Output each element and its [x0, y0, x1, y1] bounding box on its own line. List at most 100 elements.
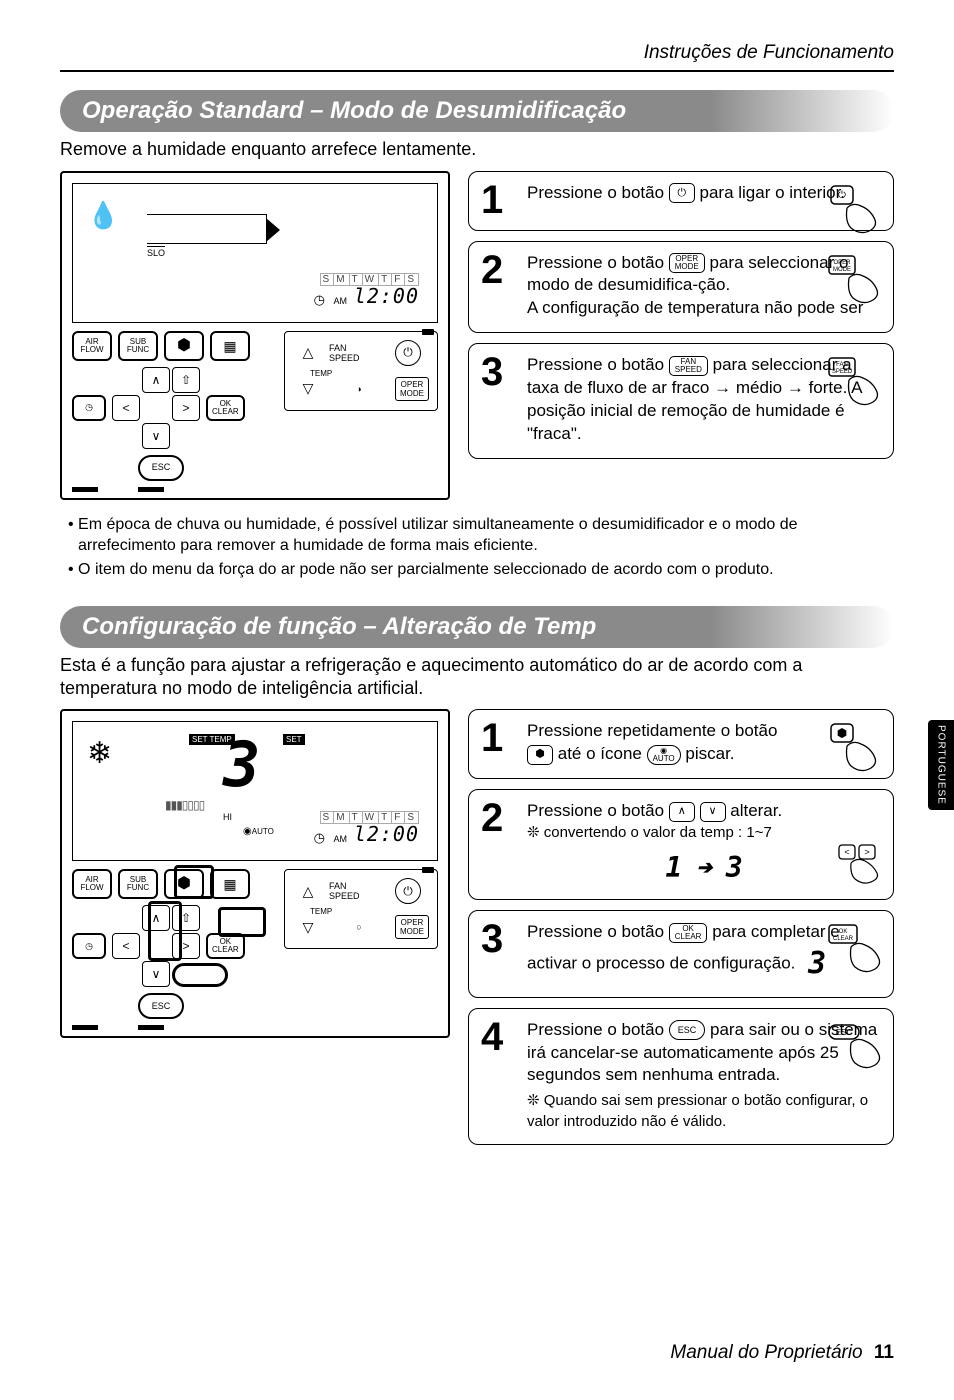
highlight-esc [172, 963, 228, 987]
step-text: alterar. [730, 801, 782, 820]
step-sub: ❊ convertendo o valor da temp : 1~7 [527, 823, 881, 843]
esc-button[interactable]: ESC [138, 455, 184, 481]
air-flow-button[interactable]: AIRFLOW [72, 331, 112, 361]
nav-down-button[interactable]: ∨ [142, 961, 170, 987]
nav-cluster: ∧⇧ < > ∨ [112, 367, 200, 449]
step-text: Pressione repetidamente o botão [527, 721, 777, 740]
section1-notes: Em época de chuva ou humidade, é possíve… [68, 514, 890, 581]
step-number: 4 [481, 1019, 515, 1132]
hi-label: HI [223, 812, 232, 822]
to-value: 3 [726, 849, 743, 887]
language-tab: PORTUGUESE [928, 720, 954, 810]
timer-button[interactable]: ◷ [72, 395, 106, 421]
home-button[interactable]: ⇧ [172, 367, 200, 393]
up-chip-icon: ∧ [669, 802, 695, 822]
doc-header: Instruções de Funcionamento [60, 42, 894, 64]
section1-intro: Remove a humidade enquanto arrefece lent… [60, 138, 894, 161]
step-text: Pressione o botão [527, 922, 669, 941]
auto-icon: ◉AUTO [243, 826, 274, 837]
section1-pill: Operação Standard – Modo de Desumidifica… [60, 90, 894, 132]
half-moon-icon: ○ [329, 922, 389, 932]
section1-title: Operação Standard – Modo de Desumidifica… [82, 97, 626, 125]
s2-step-2: 2 Pressione o botão ∧ ∨ alterar. ❊ conve… [468, 789, 894, 900]
nav-right-button[interactable]: > [172, 395, 200, 421]
vent-icon: ▦ [223, 339, 236, 353]
oper-mode-button[interactable]: OPERMODE [395, 377, 429, 401]
indicator-led [422, 867, 434, 873]
step-number: 3 [481, 921, 515, 984]
air-flow-button[interactable]: AIRFLOW [72, 869, 112, 899]
nav-down-button[interactable]: ∨ [142, 423, 170, 449]
gear-icon: ⬢ [177, 338, 191, 354]
am-label: AM [334, 296, 348, 306]
svg-text:CLEAR: CLEAR [833, 936, 854, 942]
temp-label: TEMP [310, 907, 332, 916]
step-text: para ligar o interior. [700, 183, 846, 202]
ok-clear-button[interactable]: OKCLEAR [206, 395, 245, 421]
temp-up-button[interactable]: △ [293, 883, 323, 900]
nav-left-button[interactable]: < [112, 395, 140, 421]
step-text: Pressione o botão [527, 253, 669, 272]
step-text: Pressione o botão [527, 1020, 669, 1039]
fan-speed-label: FANSPEED [329, 343, 389, 363]
big-number: 3 [223, 728, 260, 801]
sub-func-button[interactable]: SUBFUNC [118, 869, 158, 899]
step-number: 1 [481, 182, 515, 218]
svg-text:SPEED: SPEED [832, 369, 853, 375]
highlight-okclear [218, 907, 266, 937]
power-button[interactable]: ⏻ [395, 340, 421, 366]
temp-down-button[interactable]: ▽ [293, 919, 323, 936]
svg-text:MODE: MODE [833, 267, 851, 273]
half-moon-icon: ◑ [329, 384, 389, 394]
step-sub: ❊ Quando sai sem pressionar o botão conf… [527, 1091, 881, 1132]
section2-pill: Configuração de função – Alteração de Te… [60, 606, 894, 648]
step-extra: A configuração de temperatura não pode s… [527, 298, 863, 317]
oper-mode-button[interactable]: OPERMODE [395, 915, 429, 939]
step-number: 3 [481, 354, 515, 446]
esc-chip: ESC [669, 1020, 706, 1040]
power-button[interactable]: ⏻ [395, 878, 421, 904]
fan-speed-chip: FANSPEED [669, 356, 708, 376]
sub-func-button[interactable]: SUBFUNC [118, 331, 158, 361]
settings-chip-icon: ⬢ [527, 745, 553, 765]
lcd-2: ❄ SET TEMP SET 3 ▮▮▮▯▯▯▯ HI ◉AUTO SMTWTF… [72, 721, 438, 861]
page-number: 11 [874, 1342, 894, 1363]
svg-text:ESC: ESC [836, 1028, 853, 1037]
panel-base [72, 1025, 438, 1030]
step-text: até o ícone [558, 744, 647, 763]
oper-mode-chip: OPERMODE [669, 253, 705, 273]
s2-step-4: 4 Pressione o botão ESC para sair ou o s… [468, 1008, 894, 1145]
down-chip-icon: ∨ [700, 802, 726, 822]
step-number: 2 [481, 800, 515, 887]
s2-step-3: 3 Pressione o botão OKCLEAR para complet… [468, 910, 894, 997]
ok-clear-button[interactable]: OKCLEAR [206, 933, 245, 959]
hand-press-icon: ESC [827, 1019, 883, 1075]
settings-button[interactable]: ⬢ [164, 331, 204, 361]
nav-up-button[interactable]: ∧ [142, 367, 170, 393]
hand-press-icon: ⏻ [827, 182, 883, 238]
lcd-1: 💧 SLO SMTWTFS ◷ AM l2:00 [72, 183, 438, 323]
svg-text:FAN: FAN [836, 362, 848, 368]
note-item: Em época de chuva ou humidade, é possíve… [68, 514, 890, 557]
temp-down-button[interactable]: ▽ [293, 380, 323, 397]
section2-intro: Esta é a função para ajustar a refrigera… [60, 654, 894, 699]
vent-button[interactable]: ▦ [210, 869, 250, 899]
slo-label: SLO [147, 246, 165, 258]
auto-chip-icon: ◉AUTO [647, 745, 681, 765]
airflow-arrow-icon [147, 214, 267, 244]
am-label: AM [334, 834, 348, 844]
nav-left-button[interactable]: < [112, 933, 140, 959]
esc-button[interactable]: ESC [138, 993, 184, 1019]
from-value: 1 [665, 849, 682, 887]
vent-button[interactable]: ▦ [210, 331, 250, 361]
svg-text:OPER: OPER [833, 260, 851, 266]
timer-button[interactable]: ◷ [72, 933, 106, 959]
s2-step-1: 1 Pressione repetidamente o botão ⬢ até … [468, 709, 894, 779]
seg-value: 3 [808, 944, 826, 985]
humidity-icon: 💧 [87, 200, 119, 231]
temp-up-button[interactable]: △ [293, 344, 323, 361]
s1-step-3: 3 Pressione o botão FANSPEED para selecc… [468, 343, 894, 459]
bar-meter-icon: ▮▮▮▯▯▯▯ [165, 798, 204, 812]
svg-text:OK: OK [839, 929, 848, 935]
temp-label: TEMP [310, 369, 332, 378]
